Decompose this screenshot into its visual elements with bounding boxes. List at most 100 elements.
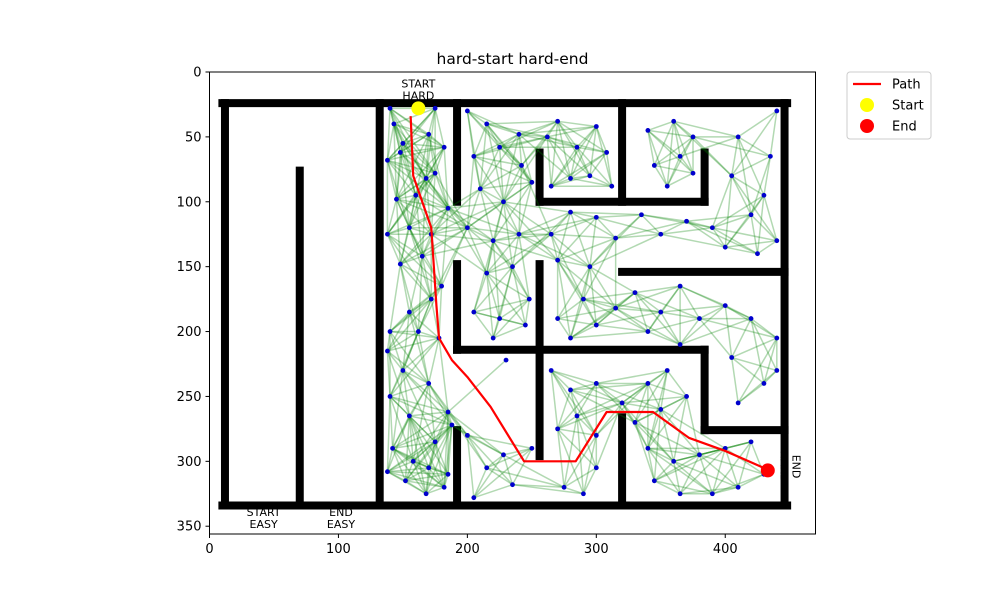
- roadmap-edge-109: [430, 207, 449, 235]
- annotation-2-line-0: START: [247, 506, 281, 519]
- roadmap-edge-193: [412, 383, 430, 462]
- roadmap-node-131: [645, 445, 651, 451]
- roadmap-edge-573: [679, 318, 701, 345]
- roadmap-node-58: [522, 322, 528, 328]
- roadmap-edge-423: [589, 152, 608, 177]
- roadmap-edge-364: [498, 266, 514, 319]
- roadmap-edge-570: [647, 330, 681, 346]
- roadmap-node-57: [490, 335, 496, 341]
- roadmap-edge-281: [479, 123, 488, 189]
- roadmap-edge-219: [408, 415, 449, 475]
- roadmap-node-77: [593, 214, 599, 220]
- roadmap-edge-285: [486, 120, 558, 125]
- roadmap-edge-292: [518, 133, 548, 138]
- roadmap-edge-36: [387, 133, 430, 161]
- roadmap-edge-45: [425, 146, 445, 179]
- roadmap-edge-588: [731, 318, 752, 358]
- roadmap-edge-182: [389, 370, 404, 397]
- roadmap-edge-349: [511, 234, 520, 267]
- roadmap-edge-115: [430, 201, 504, 235]
- roadmap-node-63: [529, 445, 535, 451]
- roadmap-edge-683: [672, 461, 681, 494]
- roadmap-edge-708: [563, 486, 584, 495]
- roadmap-edge-618: [595, 382, 636, 423]
- roadmap-edge-125: [447, 207, 494, 242]
- roadmap-edge-544: [737, 136, 752, 215]
- roadmap-edge-512: [692, 136, 771, 158]
- roadmap-node-119: [548, 368, 554, 373]
- roadmap-edge-23: [399, 107, 436, 153]
- roadmap-edge-39: [427, 134, 436, 174]
- roadmap-edge-415: [550, 146, 578, 187]
- roadmap-edge-418: [595, 126, 608, 153]
- roadmap-edge-376: [499, 317, 526, 326]
- roadmap-edge-171: [387, 337, 440, 352]
- roadmap-edge-691: [725, 441, 752, 450]
- roadmap-edge-449: [557, 259, 591, 268]
- roadmap-node-135: [748, 439, 754, 445]
- roadmap-edge-375: [492, 318, 501, 339]
- roadmap-edge-372: [473, 311, 494, 339]
- roadmap-node-42: [516, 131, 522, 137]
- roadmap-edge-271: [466, 110, 488, 125]
- roadmap-edge-316: [520, 120, 559, 166]
- roadmap-edge-382: [467, 434, 532, 450]
- roadmap-edge-57: [386, 159, 449, 209]
- roadmap-edge-528: [686, 214, 752, 222]
- roadmap-edge-297: [473, 146, 500, 158]
- roadmap-edge-388: [473, 467, 488, 498]
- roadmap-edge-168: [402, 331, 420, 371]
- roadmap-edge-624: [622, 395, 687, 404]
- roadmap-edge-21: [434, 108, 445, 148]
- roadmap-edge-309: [499, 120, 558, 148]
- roadmap-edge-213: [386, 396, 391, 472]
- roadmap-edge-520: [640, 214, 662, 235]
- roadmap-edge-190: [427, 383, 436, 442]
- roadmap-edge-152: [402, 298, 432, 371]
- roadmap-edge-603: [550, 369, 623, 404]
- roadmap-edge-263: [425, 473, 449, 495]
- roadmap-edge-37: [399, 133, 430, 154]
- roadmap-edge-65: [396, 177, 427, 200]
- roadmap-edge-270: [425, 486, 445, 495]
- roadmap-node-53: [510, 264, 515, 270]
- roadmap-edge-337: [467, 226, 520, 235]
- roadmap-node-128: [574, 413, 580, 419]
- roadmap-edge-703: [680, 486, 739, 495]
- roadmap-node-2: [432, 105, 438, 111]
- roadmap-edge-5: [386, 108, 391, 161]
- roadmap-edge-44: [400, 146, 445, 154]
- roadmap-edge-127: [447, 207, 488, 274]
- roadmap-edge-214: [408, 415, 436, 443]
- roadmap-edge-505: [673, 120, 739, 138]
- roadmap-edge-95: [387, 227, 410, 235]
- roadmap-edge-295: [518, 125, 597, 136]
- roadmap-edge-56: [386, 160, 411, 228]
- roadmap-edge-451: [557, 259, 585, 300]
- roadmap-edge-288: [518, 134, 523, 166]
- roadmap-edge-410: [550, 121, 559, 187]
- roadmap-node-13: [406, 225, 412, 231]
- roadmap-edge-302: [466, 156, 475, 228]
- roadmap-edge-328: [502, 201, 514, 267]
- roadmap-edge-623: [621, 369, 668, 404]
- roadmap-edge-208: [389, 395, 410, 417]
- roadmap-edge-644: [660, 395, 687, 411]
- roadmap-edge-217: [408, 415, 414, 462]
- roadmap-edge-211: [389, 396, 394, 449]
- roadmap-edge-233: [392, 424, 453, 450]
- roadmap-node-117: [735, 400, 741, 406]
- roadmap-node-32: [390, 445, 395, 451]
- roadmap-edge-531: [712, 214, 752, 229]
- roadmap-edge-161: [389, 330, 440, 339]
- roadmap-edge-433: [550, 211, 572, 235]
- roadmap-edge-670: [582, 435, 598, 494]
- roadmap-edge-601: [550, 369, 572, 391]
- roadmap-node-38: [423, 491, 429, 497]
- roadmap-node-6: [385, 157, 390, 163]
- y-tick-label-4: 200: [177, 325, 202, 340]
- roadmap-edge-536: [724, 214, 752, 248]
- roadmap-edge-205: [447, 411, 468, 436]
- y-tick-label-3: 150: [177, 260, 202, 275]
